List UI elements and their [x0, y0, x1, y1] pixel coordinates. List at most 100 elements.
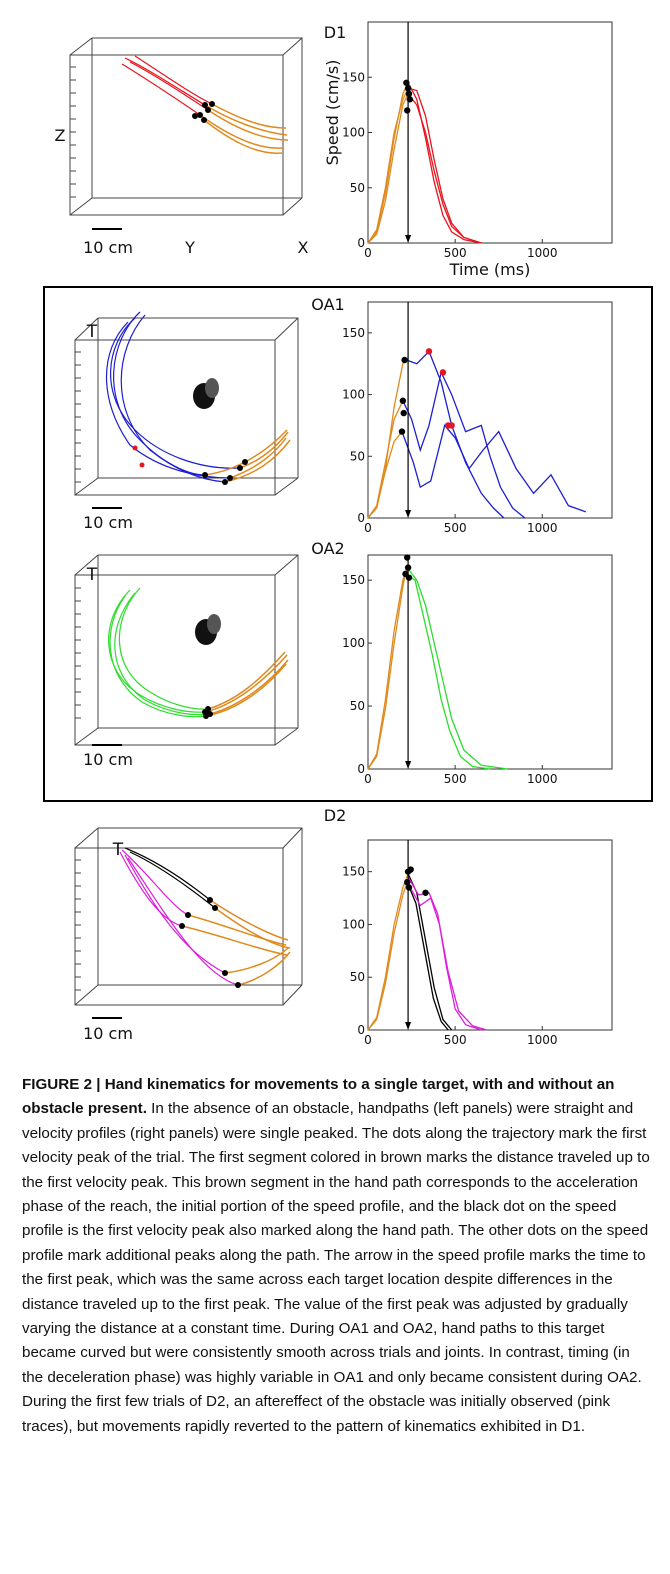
scale-label: 10 cm: [83, 238, 133, 257]
hand-path-oa1: 10 cm T: [74, 311, 299, 532]
x-tick-label: 500: [444, 246, 467, 260]
peak-dot: [422, 889, 429, 896]
speed-trace: [367, 573, 407, 770]
y-tick-label: 100: [342, 126, 365, 140]
peak-dot: [405, 884, 413, 891]
y-tick-label: 100: [342, 388, 365, 402]
plot-frame: [367, 21, 613, 244]
peak-dot: [402, 570, 409, 578]
y-tick-label: 100: [342, 917, 365, 931]
ticks: [75, 587, 81, 719]
peak-dot: [407, 866, 414, 873]
peak-dot: [425, 348, 433, 355]
peak-dot: [400, 409, 407, 417]
peak-dot: [439, 369, 447, 376]
paths-green: [108, 587, 211, 718]
box-front: [69, 54, 284, 216]
plot-frame: [367, 301, 613, 519]
paths-blue: [106, 311, 241, 483]
scale-label: 10 cm: [83, 1024, 133, 1043]
target-label: T: [86, 565, 98, 585]
caption-label: FIGURE 2 | Hand kinematics for movements…: [22, 1076, 615, 1118]
y-axis-label: Speed (cm/s): [323, 60, 342, 166]
caption: FIGURE 2 | Hand kinematics for movements…: [22, 1073, 652, 1439]
plot-frame: [367, 554, 613, 770]
y-tick-label: 0: [357, 236, 365, 250]
y-tick-label: 50: [350, 449, 365, 463]
y-tick-label: 0: [357, 762, 365, 776]
speed-trace: [407, 87, 482, 244]
speed-trace: [405, 573, 491, 770]
chart-title: OA2: [311, 539, 344, 558]
x-tick-label: 0: [364, 772, 372, 786]
arrow-head: [405, 761, 412, 769]
peak-dot: [404, 107, 411, 114]
peak-dot: [398, 428, 406, 435]
y-tick-label: 50: [350, 181, 365, 195]
y-tick-label: 0: [357, 511, 365, 525]
arrow-head: [405, 1022, 412, 1030]
y-tick-label: 50: [350, 699, 365, 713]
peak-dots: [192, 101, 215, 123]
box-front: [74, 847, 284, 1006]
speed-trace: [367, 882, 408, 1031]
speed-trace: [402, 370, 526, 519]
speed-trace: [367, 873, 409, 1031]
peak-dot: [404, 554, 411, 561]
speed-trace: [367, 93, 409, 244]
speed-trace: [367, 88, 409, 244]
speed-trace: [401, 424, 587, 513]
peak-dot: [448, 422, 455, 429]
peak-dot: [404, 879, 411, 886]
peak-dot: [406, 96, 414, 103]
box-back: [74, 317, 299, 496]
y-tick-label: 100: [342, 636, 365, 650]
x-tick-label: 1000: [527, 246, 558, 260]
y-tick-label: 150: [342, 70, 365, 84]
chart-title: OA1: [311, 295, 344, 314]
y-tick-label: 50: [350, 970, 365, 984]
hand-path-oa2: 10 cm T: [74, 554, 299, 769]
box-back: [69, 37, 303, 216]
hand-path-d2: 10 cm T: [74, 827, 303, 1043]
hand-path-d1: 10 cm Z Y X: [55, 37, 309, 257]
scale-label: 10 cm: [83, 513, 133, 532]
arrow-head: [405, 510, 412, 518]
caption-text: In the absence of an obstacle, handpaths…: [22, 1100, 650, 1435]
speed-trace: [367, 359, 407, 519]
obstacle: [193, 378, 219, 409]
paths-orange: [204, 651, 289, 717]
paths-pink: [119, 849, 239, 986]
peak-dots: [179, 897, 241, 988]
chart-title: D1: [324, 23, 347, 42]
peak-dots: [202, 706, 213, 719]
peak-dot: [405, 90, 413, 98]
peak-dot: [403, 79, 410, 86]
axis-y: Y: [184, 238, 195, 257]
paths-red: [121, 55, 213, 116]
x-tick-label: 500: [444, 772, 467, 786]
paths-orange: [181, 899, 291, 986]
paths-black: [124, 847, 216, 909]
plot-frame: [367, 839, 613, 1031]
axis-x: X: [298, 238, 309, 257]
speed-trace: [407, 82, 482, 244]
y-tick-label: 0: [357, 1023, 365, 1037]
target-label: T: [86, 322, 98, 342]
x-tick-label: 500: [444, 521, 467, 535]
ticks: [70, 66, 76, 198]
chart-title: D2: [324, 806, 347, 825]
x-tick-label: 500: [444, 1033, 467, 1047]
x-tick-label: 0: [364, 246, 372, 260]
y-tick-label: 150: [342, 573, 365, 587]
peak-dots: [132, 445, 248, 485]
y-tick-label: 150: [342, 326, 365, 340]
speed-trace: [406, 881, 449, 1031]
obstacle: [195, 614, 221, 645]
speed-trace: [367, 567, 408, 770]
peak-dot: [404, 564, 412, 571]
peak-dot: [401, 356, 408, 364]
x-tick-label: 1000: [527, 521, 558, 535]
